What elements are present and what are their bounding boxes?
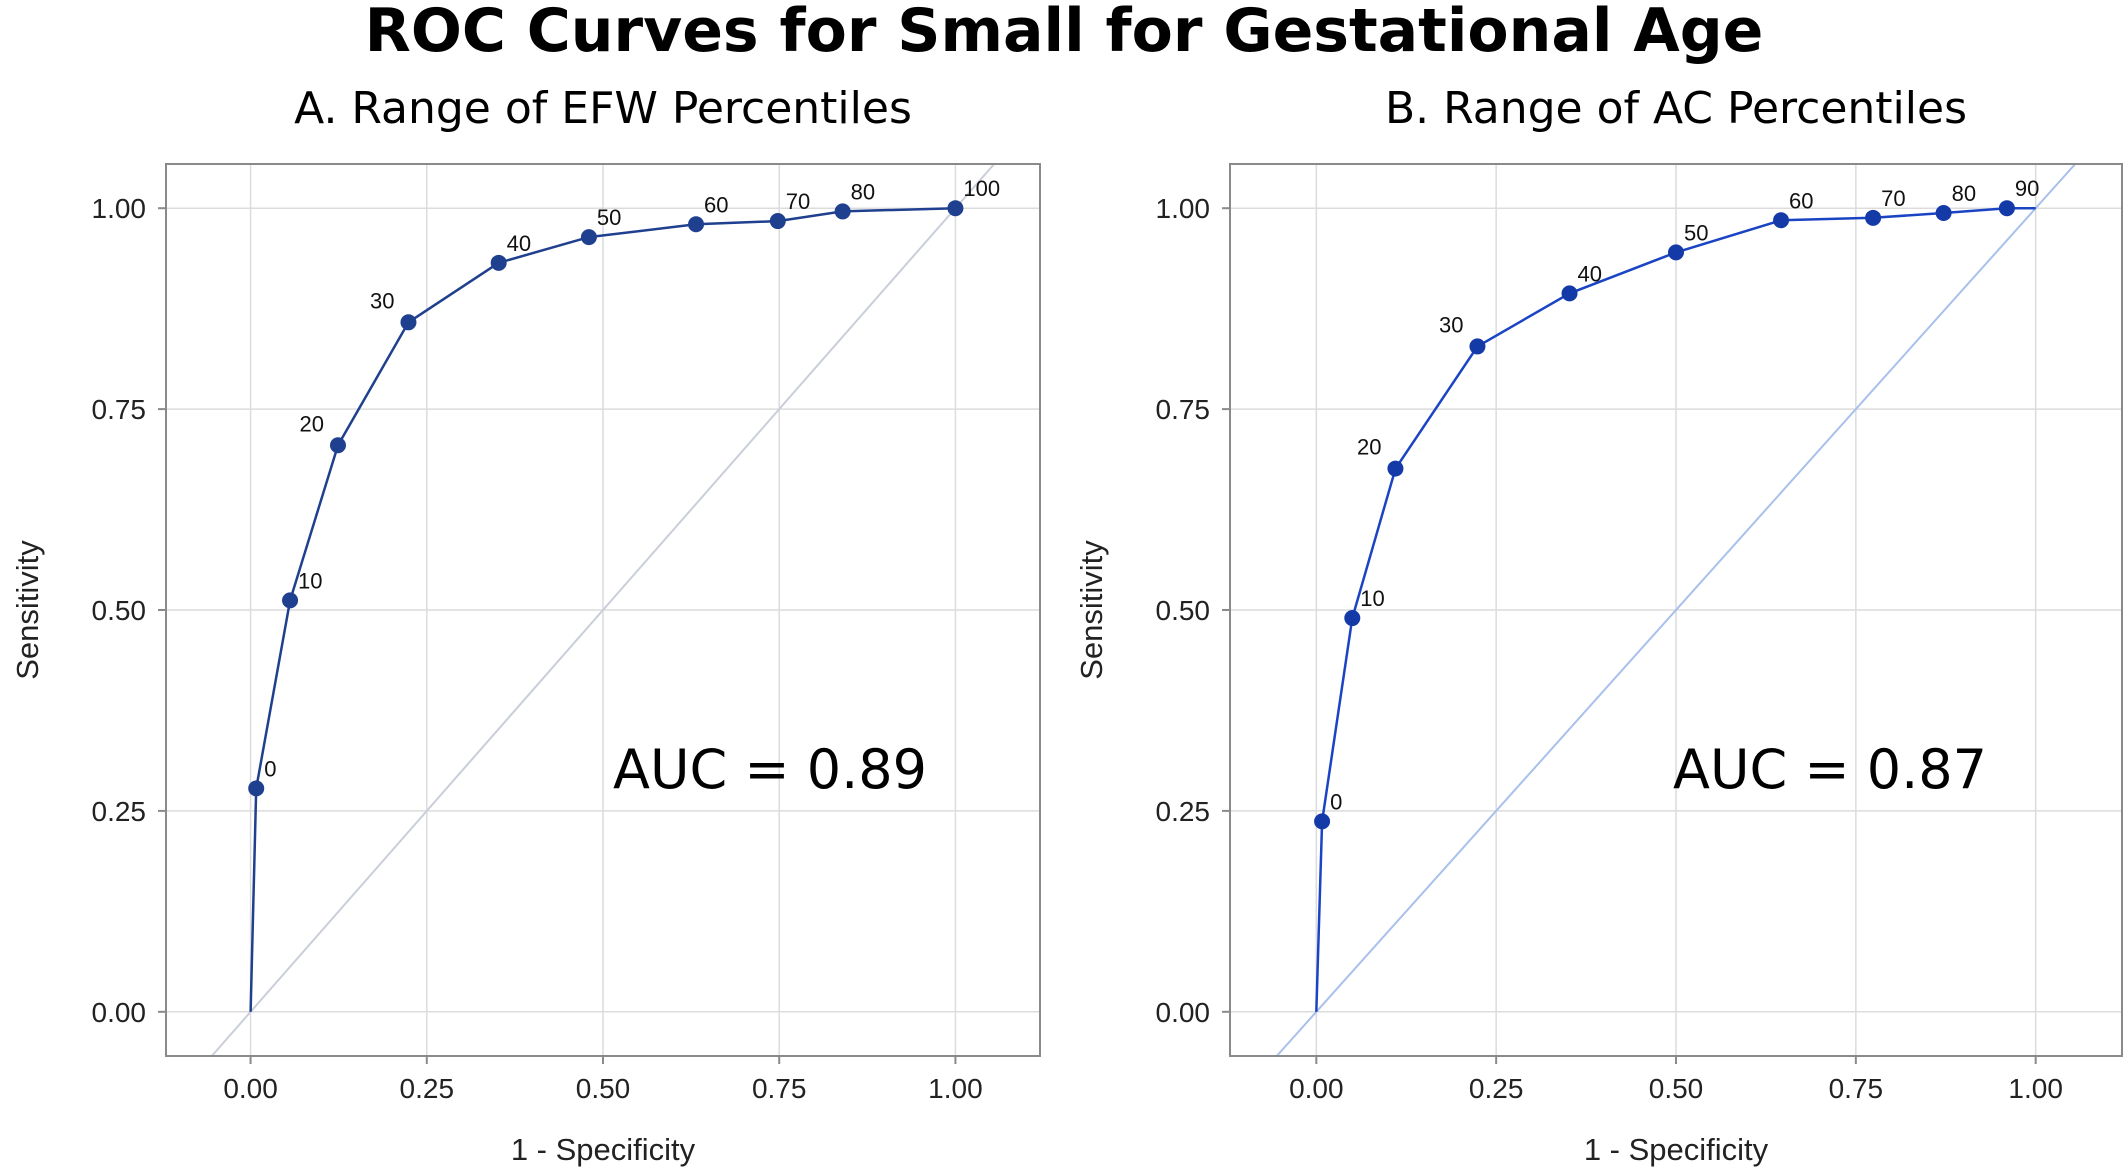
panel-a-point-100 bbox=[947, 200, 964, 217]
panel-a-point-label-60: 60 bbox=[704, 192, 728, 217]
panel-b-point-20 bbox=[1387, 460, 1404, 477]
panel-b-point-0 bbox=[1314, 813, 1331, 830]
panel-a-x-tick-label: 0.75 bbox=[752, 1073, 807, 1104]
panel-a-point-label-50: 50 bbox=[597, 205, 621, 230]
panel-b-point-label-40: 40 bbox=[1578, 261, 1602, 286]
panel-b-title: B. Range of AC Percentiles bbox=[1385, 83, 1967, 134]
panel-a-y-axis-label: Sensitivity bbox=[10, 540, 45, 680]
panel-b-x-tick-label: 0.50 bbox=[1649, 1073, 1704, 1104]
panel-b-y-tick-label: 1.00 bbox=[1156, 193, 1211, 224]
panel-a-point-label-70: 70 bbox=[786, 189, 810, 214]
panel-b-point-30 bbox=[1469, 338, 1486, 355]
panel-a-point-20 bbox=[329, 437, 346, 454]
panel-b-x-tick-label: 0.25 bbox=[1469, 1073, 1524, 1104]
panel-a-point-70 bbox=[769, 213, 786, 230]
panel-b-point-90 bbox=[1998, 200, 2015, 217]
panel-b-point-50 bbox=[1668, 244, 1684, 261]
panel-b-point-label-10: 10 bbox=[1360, 586, 1384, 611]
panel-a-x-tick-label: 0.00 bbox=[223, 1073, 278, 1104]
panel-b-y-tick-label: 0.75 bbox=[1156, 394, 1211, 425]
panel-b-point-80 bbox=[1935, 205, 1952, 222]
figure-title: ROC Curves for Small for Gestational Age bbox=[364, 0, 1764, 66]
panel-a-y-tick-label: 0.00 bbox=[92, 997, 147, 1028]
panel-b-auc-annotation: AUC = 0.87 bbox=[1673, 738, 1987, 801]
panel-a-point-label-20: 20 bbox=[299, 411, 323, 436]
panel-a-point-30 bbox=[400, 314, 417, 331]
panel-b-x-axis-label: 1 - Specificity bbox=[1584, 1132, 1769, 1167]
panel-a-point-label-30: 30 bbox=[370, 288, 394, 313]
panel-b-point-10 bbox=[1344, 610, 1361, 627]
panel-b-x-tick-label: 1.00 bbox=[2008, 1073, 2063, 1104]
panel-b-y-tick-label: 0.25 bbox=[1156, 796, 1211, 827]
panel-a-point-label-100: 100 bbox=[963, 176, 1000, 201]
panel-a-point-label-10: 10 bbox=[298, 568, 322, 593]
panel-a-title: A. Range of EFW Percentiles bbox=[294, 83, 912, 134]
panel-a-point-label-40: 40 bbox=[507, 231, 531, 256]
panel-a-point-label-80: 80 bbox=[851, 179, 875, 204]
panel-a-point-60 bbox=[688, 216, 705, 233]
panel-b-point-label-70: 70 bbox=[1881, 186, 1905, 211]
panel-a-efw: A. Range of EFW Percentiles 0.00 0.25 0.50 0… bbox=[10, 83, 1041, 1167]
panel-a-y-tick-label: 0.75 bbox=[92, 394, 147, 425]
panel-b-point-label-60: 60 bbox=[1789, 188, 1813, 213]
panel-a-point-label-0: 0 bbox=[264, 756, 276, 781]
panel-a-point-40 bbox=[490, 254, 507, 271]
panel-b-point-label-0: 0 bbox=[1330, 789, 1342, 814]
panel-b-x-tick-label: 0.00 bbox=[1289, 1073, 1344, 1104]
panel-a-auc-annotation: AUC = 0.89 bbox=[613, 738, 927, 801]
panel-b-y-tick-label: 0.00 bbox=[1156, 997, 1211, 1028]
panel-a-x-tick-label: 0.25 bbox=[400, 1073, 455, 1104]
panel-b-point-label-90: 90 bbox=[2015, 176, 2039, 201]
panel-b-point-label-80: 80 bbox=[1952, 181, 1976, 206]
panel-a-reference-diagonal bbox=[211, 163, 995, 1057]
panel-b-point-label-30: 30 bbox=[1439, 312, 1463, 337]
panel-b-x-tick-label: 0.75 bbox=[1829, 1073, 1884, 1104]
panel-b-point-40 bbox=[1561, 285, 1578, 302]
panel-a-x-tick-label: 0.50 bbox=[576, 1073, 631, 1104]
panel-b-ac: B. Range of AC Percentiles 0.00 0.25 0.50 0.… bbox=[1074, 83, 2123, 1167]
panel-a-point-0 bbox=[248, 780, 265, 797]
panel-a-point-80 bbox=[834, 203, 851, 220]
panel-a-y-tick-label: 0.25 bbox=[92, 796, 147, 827]
panel-a-point-50 bbox=[580, 229, 597, 246]
panel-a-x-tick-label: 1.00 bbox=[928, 1073, 983, 1104]
panel-b-reference-diagonal bbox=[1276, 163, 2076, 1057]
panel-b-roc-curve bbox=[1315, 206, 2036, 1012]
panel-b-y-axis-label: Sensitivity bbox=[1074, 540, 1109, 680]
panel-a-y-tick-label: 1.00 bbox=[92, 193, 147, 224]
panel-a-x-axis-label: 1 - Specificity bbox=[511, 1132, 696, 1167]
panel-b-point-70 bbox=[1865, 209, 1882, 226]
panel-a-y-tick-label: 0.50 bbox=[92, 595, 147, 626]
panel-a-point-10 bbox=[282, 592, 299, 609]
panel-b-point-60 bbox=[1773, 212, 1790, 229]
panel-b-point-label-20: 20 bbox=[1357, 435, 1381, 460]
panel-b-y-tick-label: 0.50 bbox=[1156, 595, 1211, 626]
panel-b-point-label-50: 50 bbox=[1684, 220, 1708, 245]
